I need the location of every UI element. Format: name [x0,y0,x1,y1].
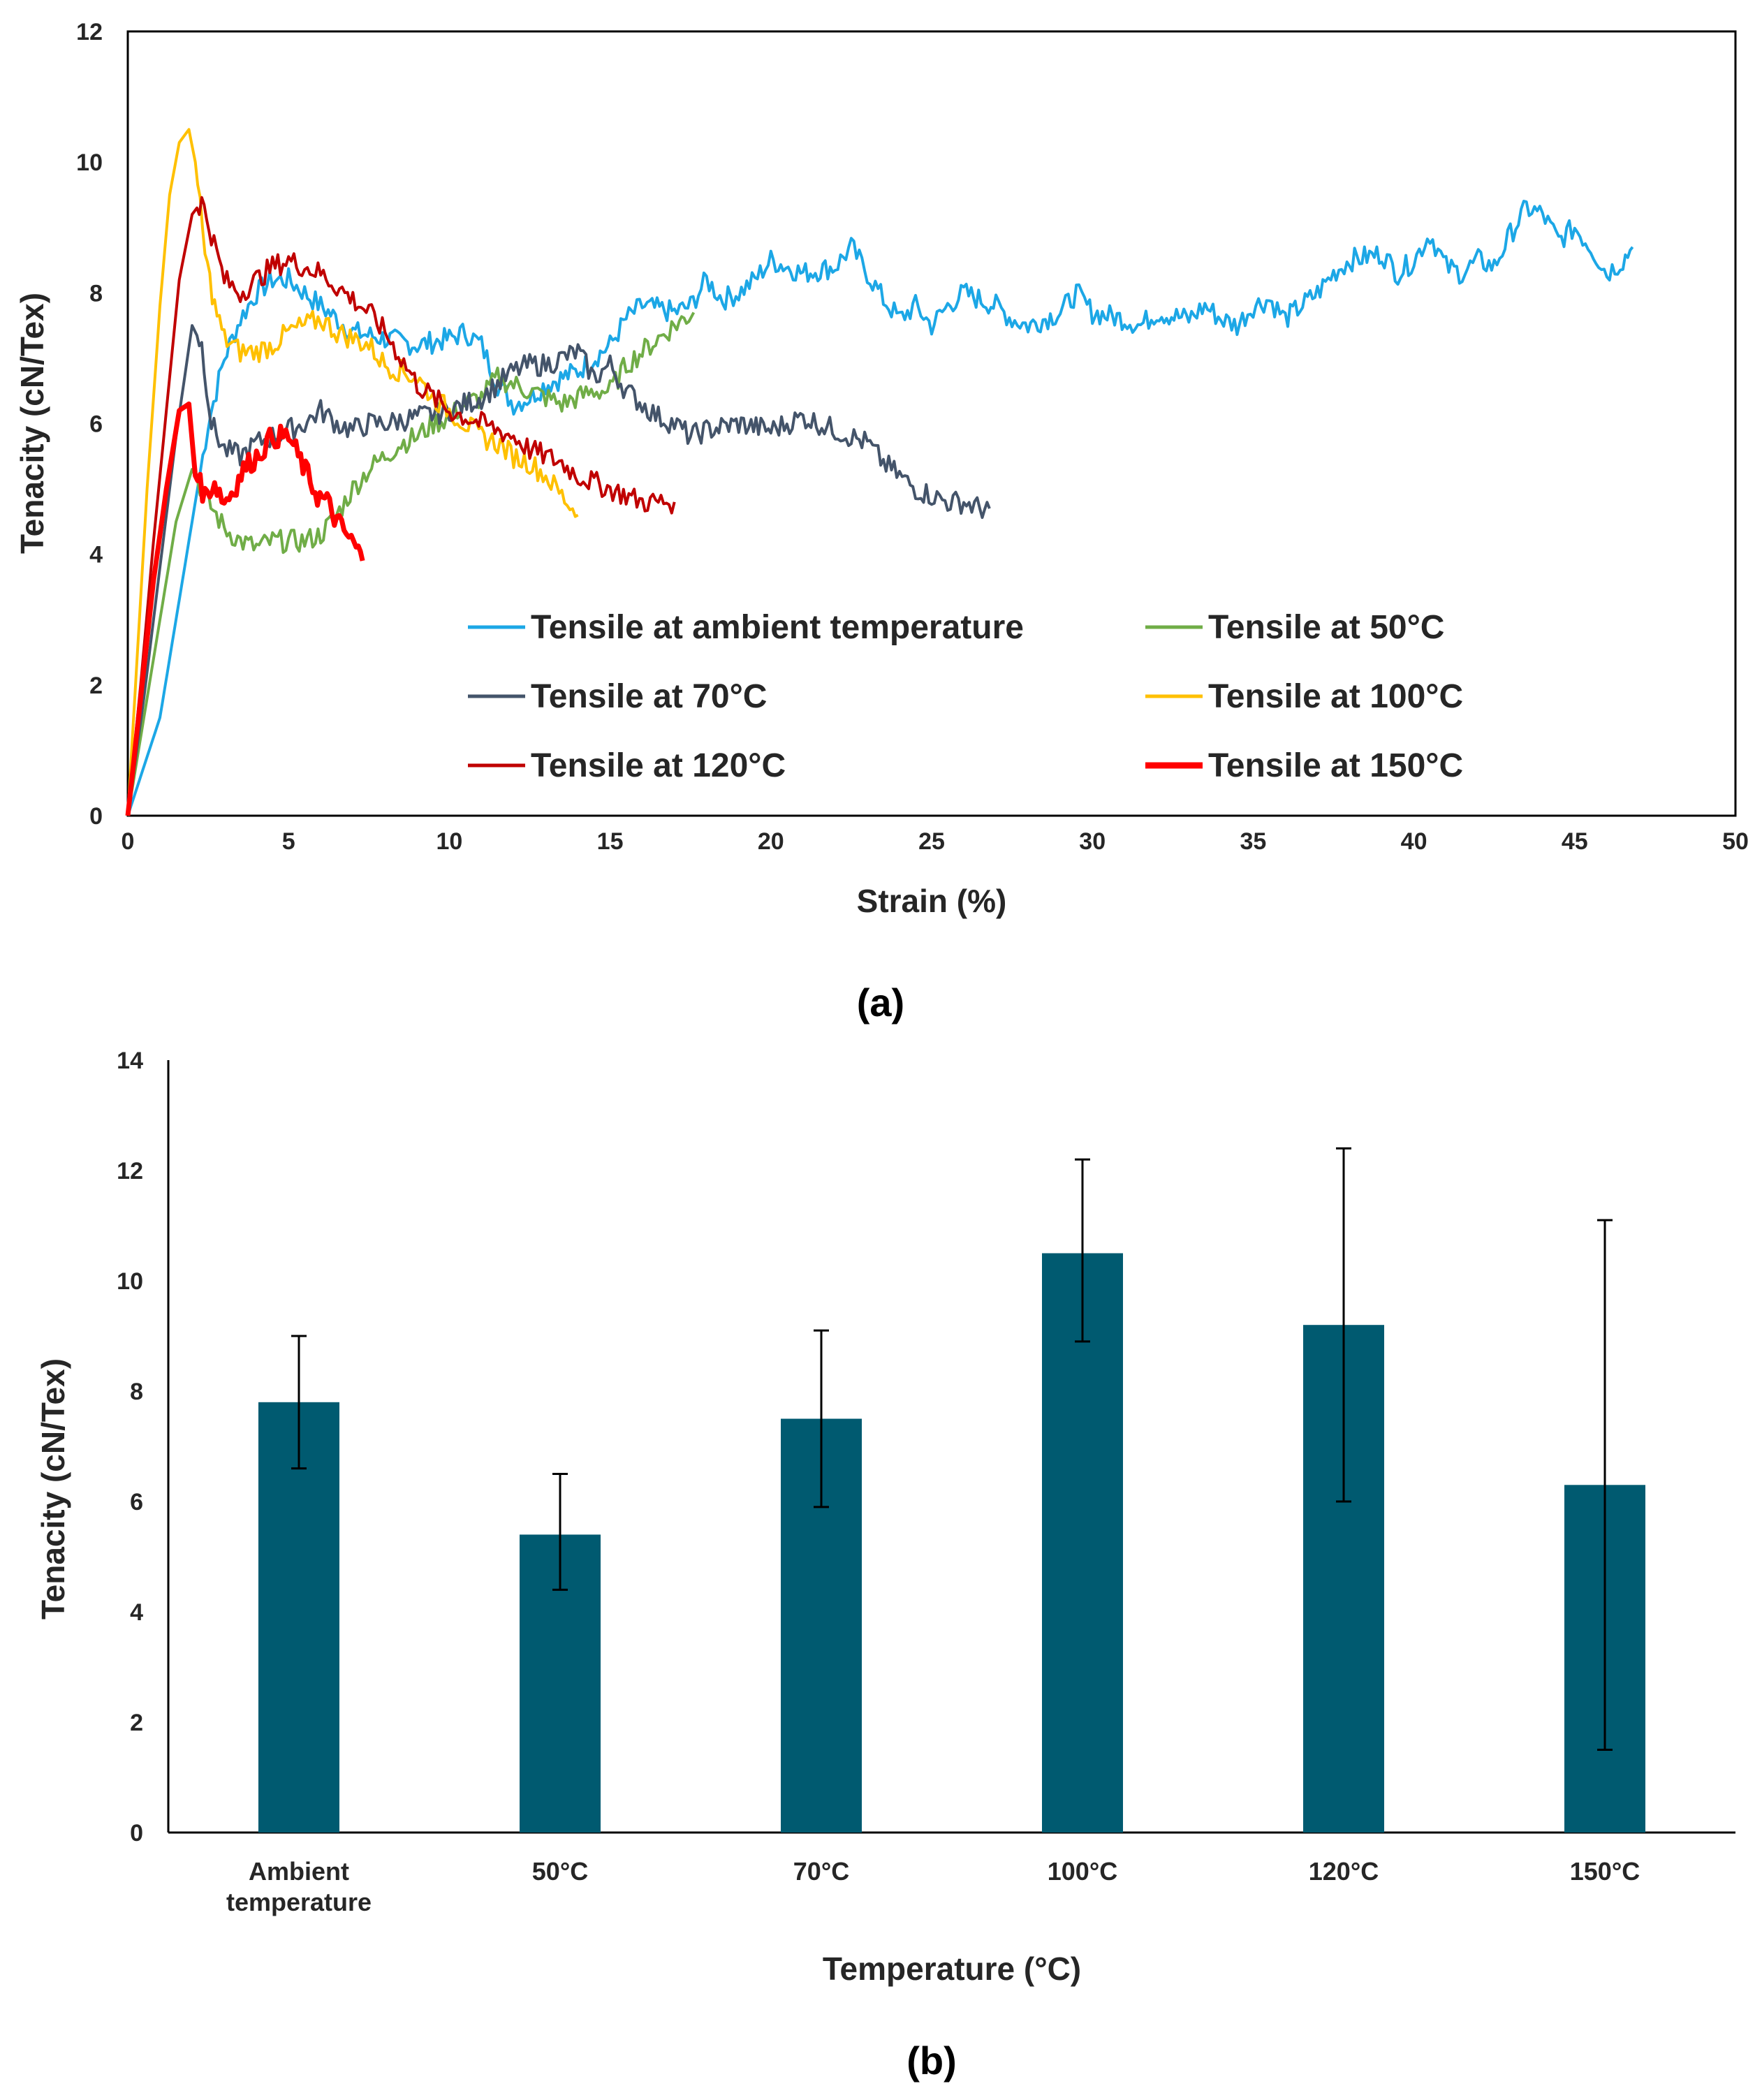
y-tick-label: 2 [130,1710,143,1736]
series-line [126,196,676,816]
x-tick-label: 15 [597,828,624,855]
y-tick-label: 6 [89,411,103,438]
y-tick-label: 14 [117,1048,143,1074]
y-tick-label: 2 [89,673,103,699]
series-line [126,311,696,816]
x-tick-label: 30 [1079,828,1106,855]
y-axis-label: Tenacity (cN/Tex) [35,1358,71,1620]
plot-area-frame [126,30,1737,817]
x-category-label: Ambient temperature [226,1857,372,1916]
x-tick-label: 45 [1562,828,1588,855]
x-category-label: 120°C [1309,1857,1379,1886]
y-tick-label: 10 [76,149,103,176]
legend-label: Tensile at 50°C [1208,609,1444,646]
x-category-label: 70°C [793,1857,849,1886]
x-tick-label: 35 [1240,828,1266,855]
x-category-label: 150°C [1570,1857,1640,1886]
x-tick-label: 10 [436,828,462,855]
legend-label: Tensile at ambient temperature [531,609,1024,646]
legend-label: Tensile at 120°C [531,747,786,784]
y-tick-label: 8 [89,280,103,307]
y-tick-label: 0 [89,803,103,830]
panel-label-b: (b) [906,2039,957,2083]
x-tick-label: 40 [1401,828,1427,855]
y-tick-label: 8 [130,1379,143,1405]
x-axis-label: Temperature (°C) [823,1951,1081,1987]
y-tick-label: 12 [76,19,103,45]
legend-label: Tensile at 150°C [1208,747,1463,784]
series-line [126,128,579,816]
y-tick-label: 6 [130,1489,143,1515]
legend-label: Tensile at 70°C [531,678,767,715]
x-axis-label: Strain (%) [857,883,1007,919]
y-tick-label: 12 [117,1158,143,1184]
x-tick-label: 20 [758,828,784,855]
legend: Tensile at ambient temperature Tensile at… [468,609,1463,784]
y-tick-label: 4 [89,542,103,568]
y-tick-label: 10 [117,1268,143,1295]
x-category-label: 100°C [1048,1857,1117,1886]
y-axis-label: Tenacity (cN/Tex) [14,293,50,554]
x-tick-label: 50 [1722,828,1749,855]
error-bars [291,1147,1613,1751]
axes [167,1060,1735,1834]
series-lines [125,128,1634,816]
bar [1042,1253,1123,1833]
bar [258,1402,339,1833]
legend-label: Tensile at 100°C [1208,678,1463,715]
x-category-label: 50°C [532,1857,588,1886]
series-line [125,401,365,816]
panel-label-a: (a) [857,981,904,1025]
line-chart-panel-a: 0 5 10 15 20 25 30 35 40 45 50 0 2 4 6 8 10 12 Tenacity (… [14,19,1749,919]
y-tick-label: 0 [130,1820,143,1846]
x-tick-label: 5 [282,828,295,855]
y-tick-label: 4 [130,1599,143,1626]
x-tick-label: 0 [122,828,135,855]
x-tick-label: 25 [918,828,945,855]
bar-chart-panel-b: 0 2 4 6 8 10 12 14 Ambient temperature 50°C 70°C 100… [35,1048,1735,1987]
bars [258,1253,1645,1833]
axis-ticks: 0 5 10 15 20 25 30 35 40 45 50 0 2 4 6 8 10 12 [76,19,1749,855]
axis-ticks: 0 2 4 6 8 10 12 14 Ambient temperature 50°C 70°C 100… [117,1048,1640,1916]
series-line [126,200,1634,816]
series-line [126,324,991,816]
